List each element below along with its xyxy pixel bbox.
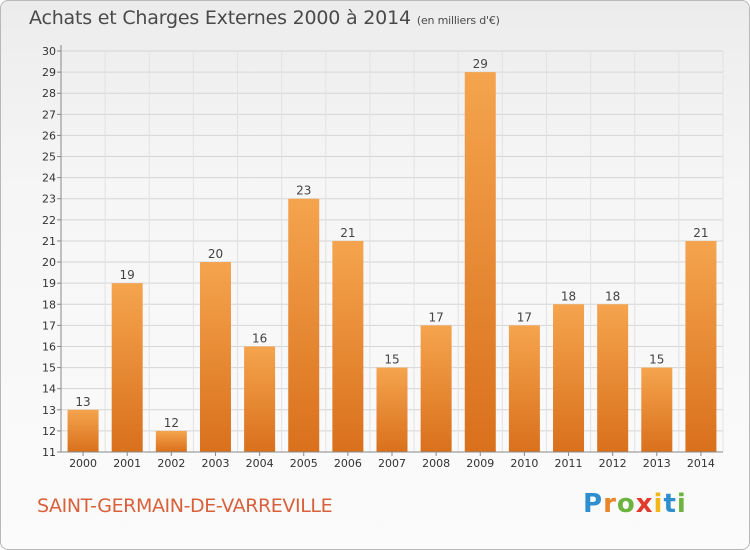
y-tick-label: 20 bbox=[42, 256, 56, 269]
x-tick-label-2013: 2013 bbox=[643, 457, 671, 470]
y-tick-label: 25 bbox=[42, 151, 56, 164]
y-tick-label: 18 bbox=[42, 298, 56, 311]
x-tick-label-2014: 2014 bbox=[687, 457, 715, 470]
y-tick-label: 23 bbox=[42, 193, 56, 206]
value-label-2007: 15 bbox=[384, 353, 399, 367]
value-label-2005: 23 bbox=[296, 184, 311, 198]
x-tick-label-2007: 2007 bbox=[378, 457, 406, 470]
y-tick-label: 27 bbox=[42, 108, 56, 121]
logo-letter: i bbox=[676, 489, 687, 519]
value-label-2010: 17 bbox=[517, 310, 532, 324]
bar-2010 bbox=[508, 325, 540, 452]
x-tick-label-2010: 2010 bbox=[510, 457, 538, 470]
bar-2007 bbox=[376, 367, 408, 452]
value-label-2004: 16 bbox=[252, 331, 267, 345]
x-tick-label-2004: 2004 bbox=[246, 457, 274, 470]
y-tick-label: 15 bbox=[42, 362, 56, 375]
value-label-2013: 15 bbox=[649, 353, 664, 367]
x-tick-label-2001: 2001 bbox=[113, 457, 141, 470]
value-label-2009: 29 bbox=[473, 57, 488, 71]
x-tick-label-2011: 2011 bbox=[555, 457, 583, 470]
value-label-2003: 20 bbox=[208, 247, 223, 261]
y-tick-label: 14 bbox=[42, 383, 56, 396]
y-tick-label: 12 bbox=[42, 425, 56, 438]
value-label-2012: 18 bbox=[605, 289, 620, 303]
y-tick-label: 17 bbox=[42, 319, 56, 332]
bar-2005 bbox=[288, 198, 320, 452]
bar-2000 bbox=[67, 409, 99, 452]
bar-2002 bbox=[155, 430, 187, 452]
value-label-2008: 17 bbox=[428, 310, 443, 324]
bar-2003 bbox=[199, 262, 231, 452]
y-tick-label: 24 bbox=[42, 172, 56, 185]
x-tick-label-2003: 2003 bbox=[201, 457, 229, 470]
y-tick-label: 29 bbox=[42, 66, 56, 79]
commune-name: SAINT-GERMAIN-DE-VARREVILLE bbox=[37, 495, 333, 517]
y-tick-label: 16 bbox=[42, 340, 56, 353]
bar-2009 bbox=[464, 72, 496, 453]
value-label-2001: 19 bbox=[120, 268, 135, 282]
value-label-2014: 21 bbox=[693, 226, 708, 240]
axis-layer: 11 12 13 14 15 16 17 18 19 20 21 22 23 24 25 26 27 28 29 30… bbox=[42, 45, 723, 470]
y-tick-label: 26 bbox=[42, 129, 56, 142]
y-tick-label: 21 bbox=[42, 235, 56, 248]
y-tick-label: 28 bbox=[42, 87, 56, 100]
logo-letter: o bbox=[616, 489, 636, 519]
y-tick-label: 22 bbox=[42, 214, 56, 227]
logo-letter: t bbox=[663, 489, 677, 519]
bar-2012 bbox=[597, 304, 629, 452]
x-tick-label-2012: 2012 bbox=[599, 457, 627, 470]
x-tick-label-2009: 2009 bbox=[466, 457, 494, 470]
value-label-2000: 13 bbox=[75, 395, 90, 409]
logo-letter: x bbox=[635, 489, 654, 519]
value-label-2006: 21 bbox=[340, 226, 355, 240]
x-tick-label-2000: 2000 bbox=[69, 457, 97, 470]
chart-title: Achats et Charges Externes 2000 à 2014 (e… bbox=[29, 7, 500, 29]
y-tick-label: 13 bbox=[42, 404, 56, 417]
bar-2006 bbox=[332, 240, 364, 452]
bar-2013 bbox=[641, 367, 673, 452]
value-label-2002: 12 bbox=[164, 416, 179, 430]
value-label-2011: 18 bbox=[561, 289, 576, 303]
bar-layer bbox=[67, 72, 717, 453]
bar-2014 bbox=[685, 240, 717, 452]
bar-2008 bbox=[420, 325, 452, 452]
y-tick-label: 30 bbox=[42, 45, 56, 58]
chart-title-text: Achats et Charges Externes 2000 à 2014 bbox=[29, 7, 411, 29]
proxiti-logo[interactable]: Proxiti bbox=[583, 489, 687, 519]
bar-2001 bbox=[111, 283, 143, 452]
x-tick-label-2005: 2005 bbox=[290, 457, 318, 470]
logo-letter: P bbox=[583, 489, 604, 519]
x-tick-label-2008: 2008 bbox=[422, 457, 450, 470]
logo-letter: r bbox=[603, 489, 617, 519]
chart-subtitle: (en milliers d'€) bbox=[416, 14, 500, 27]
logo-letter: i bbox=[653, 489, 664, 519]
bar-2011 bbox=[553, 304, 585, 452]
x-tick-label-2002: 2002 bbox=[157, 457, 185, 470]
x-tick-label-2006: 2006 bbox=[334, 457, 362, 470]
y-tick-label: 19 bbox=[42, 277, 56, 290]
y-tick-label: 11 bbox=[42, 446, 56, 459]
bar-2004 bbox=[244, 346, 276, 452]
label-layer: 13 19 12 20 16 23 21 15 17 29 17 18 18 15 21 bbox=[75, 57, 708, 430]
